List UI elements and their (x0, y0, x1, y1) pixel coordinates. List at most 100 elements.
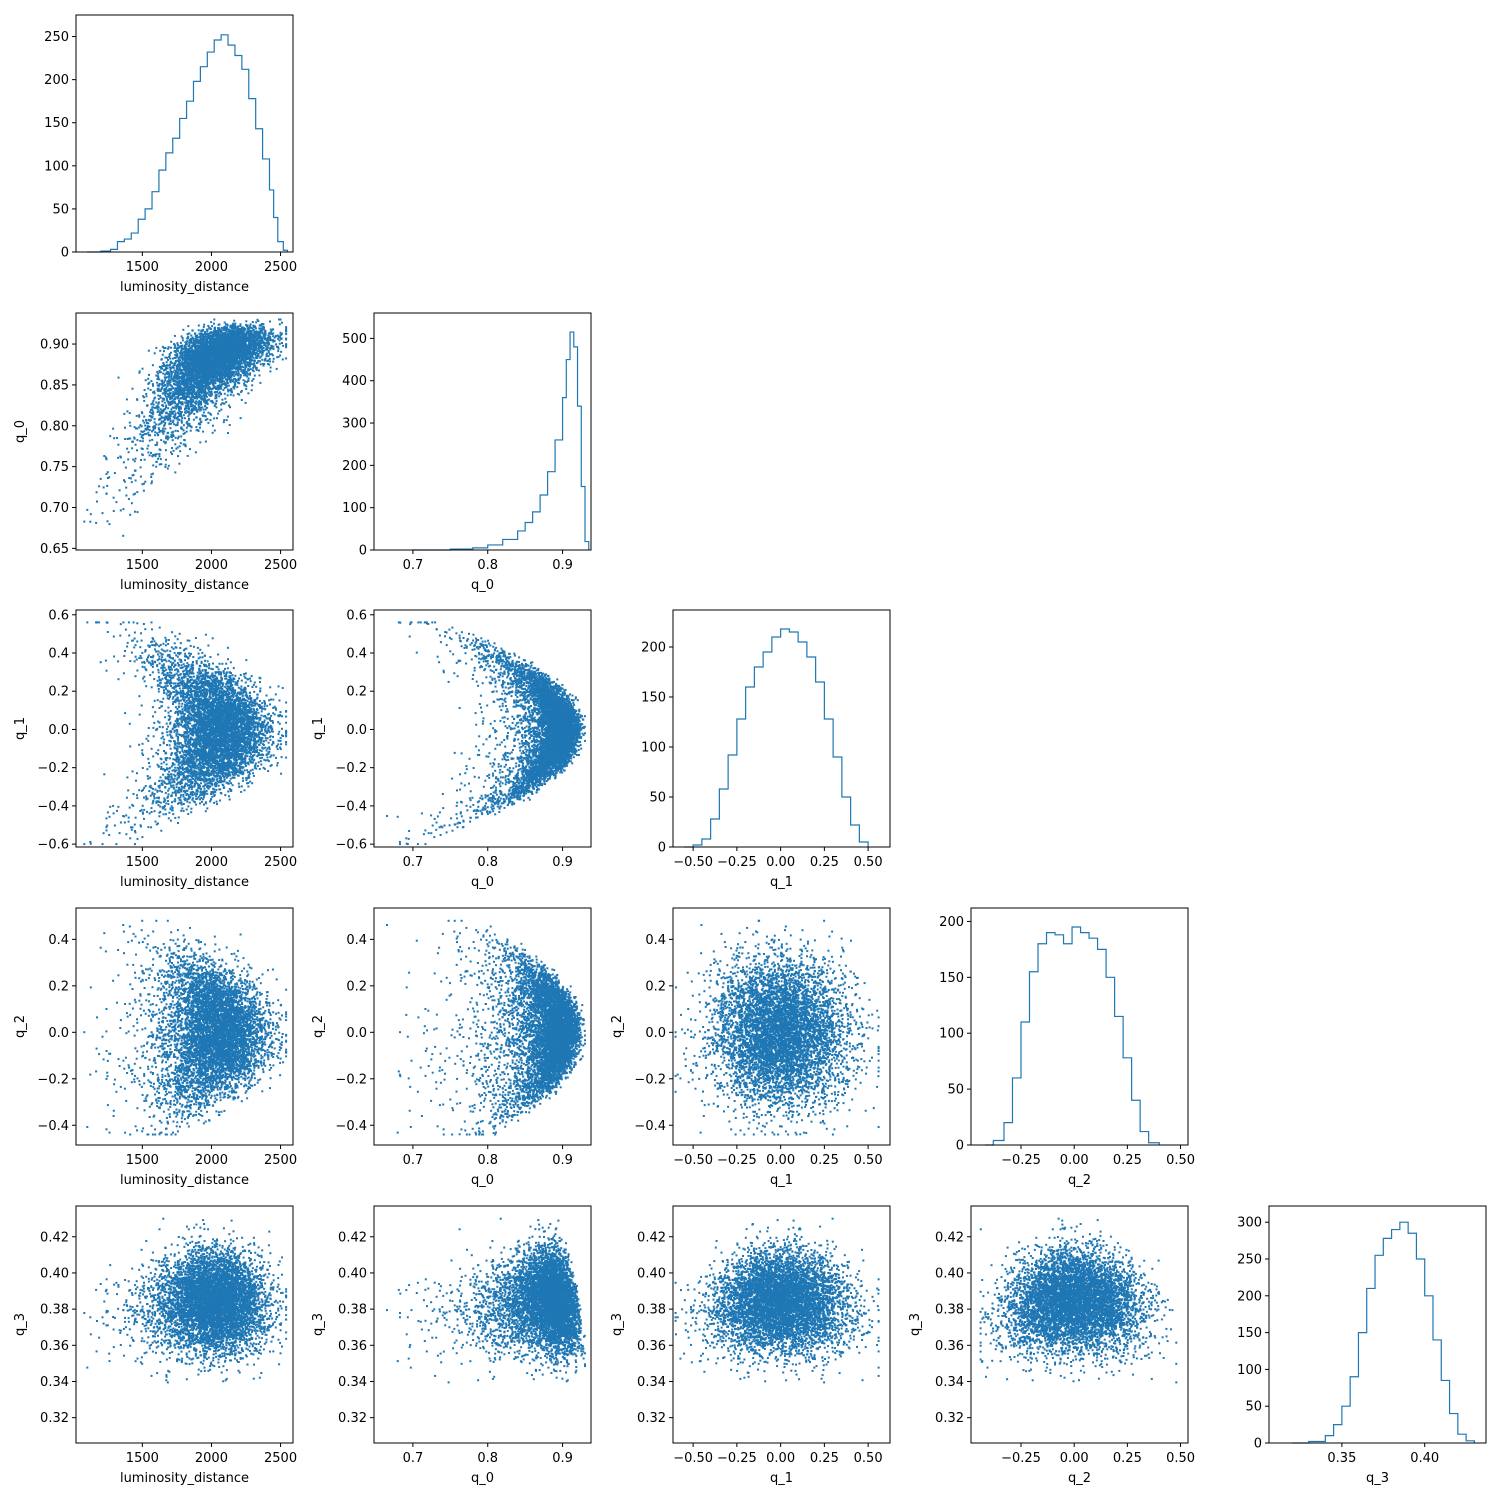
scatter-point (167, 468, 169, 470)
x-tick-label-h2-2: 0.00 (766, 855, 795, 870)
scatter-point (220, 409, 222, 411)
hist-y-tick-label-1-0: 0 (359, 544, 367, 559)
hist-y-tick-label-4-6: 300 (1237, 1216, 1262, 1231)
scatter-point (154, 418, 156, 420)
hist-y-tick-label-2-1: 50 (649, 791, 666, 806)
scatter-point (205, 441, 207, 443)
scatter-point (129, 514, 131, 516)
scatter-points-luminosity_distance-q_0 (83, 319, 287, 537)
scatter-point (102, 512, 104, 514)
x-axis-label-h3: q_2 (1068, 1173, 1091, 1188)
scatter-point (251, 389, 253, 391)
x-tick-label-h1-2: 0.9 (552, 558, 573, 573)
hist-frame-q_2 (971, 908, 1188, 1145)
x-tick-label-h1-1: 0.8 (477, 558, 498, 573)
hist-y-tick-label-4-0: 0 (1254, 1437, 1262, 1452)
hist-y-tick-label-1-2: 200 (342, 459, 367, 474)
hist-y-tick-label-0-3: 150 (44, 116, 69, 131)
hist-y-tick-label-2-2: 100 (641, 741, 666, 756)
scatter-point (125, 495, 127, 497)
hist-y-tick-label-3-4: 200 (939, 915, 964, 930)
scatter-point (147, 451, 149, 453)
x-tick-label-h0-2: 2500 (264, 260, 297, 275)
scatter-point (252, 325, 254, 327)
histogram-q_3 (1292, 1222, 1474, 1443)
scatter-point (137, 511, 139, 513)
x-tick-label-h0-1: 2000 (195, 260, 228, 275)
scatter-point (217, 413, 219, 415)
hist-y-tick-label-0-0: 0 (61, 246, 69, 261)
hist-y-tick-label-0-4: 200 (44, 73, 69, 88)
scatter-point (186, 340, 188, 342)
x-tick-label-h4-0: 0.35 (1327, 1451, 1356, 1466)
scatter-point (142, 368, 144, 370)
hist-y-tick-label-1-1: 100 (342, 501, 367, 516)
x-axis-label-h4: q_3 (1366, 1471, 1389, 1486)
scatter-point (170, 347, 172, 349)
hist-y-tick-label-1-4: 400 (342, 374, 367, 389)
histogram-q_1 (684, 629, 868, 847)
scatter-point (272, 361, 274, 363)
hist-y-tick-label-2-4: 200 (641, 641, 666, 656)
x-axis-label-h0: luminosity_distance (120, 280, 249, 295)
scatter-point (241, 399, 243, 401)
hist-y-tick-label-3-2: 100 (939, 1027, 964, 1042)
scatter-point (199, 427, 201, 429)
hist-y-tick-label-2-3: 150 (641, 691, 666, 706)
scatter-point (252, 321, 254, 323)
scatter-point (228, 385, 230, 387)
hist-y-tick-label-4-3: 150 (1237, 1326, 1262, 1341)
hist-y-tick-label-3-3: 150 (939, 971, 964, 986)
hist-frame-q_0 (374, 313, 591, 550)
scatter-point (213, 319, 215, 321)
scatter-point (190, 335, 192, 337)
scatter-point (96, 491, 98, 493)
x-axis-label-h1: q_0 (471, 578, 494, 593)
x-tick-label-h2-3: 0.25 (810, 855, 839, 870)
scatter-point (165, 449, 167, 451)
hist-y-tick-label-0-2: 100 (44, 159, 69, 174)
histogram-q_0 (413, 332, 589, 550)
x-axis-label-h2: q_1 (770, 875, 793, 890)
scatter-point (233, 375, 235, 377)
scatter-point (174, 335, 176, 337)
scatter-point (152, 400, 154, 402)
hist-y-tick-label-1-5: 500 (342, 332, 367, 347)
scatter-point (146, 395, 148, 397)
x-tick-label-h2-0: −0.50 (673, 855, 713, 870)
hist-y-tick-label-3-1: 50 (947, 1083, 964, 1098)
hist-frame-luminosity_distance (76, 15, 293, 252)
x-tick-label-h3-2: 0.25 (1113, 1153, 1142, 1168)
scatter-point (160, 458, 162, 460)
scatter-point (180, 342, 182, 344)
scatter-point (147, 388, 149, 390)
scatter-point (279, 343, 281, 345)
hist-y-tick-label-4-2: 100 (1237, 1363, 1262, 1378)
x-tick-label-h2-1: −0.25 (717, 855, 757, 870)
hist-y-tick-label-3-0: 0 (956, 1139, 964, 1154)
scatter-point (156, 382, 158, 384)
hist-y-tick-label-1-3: 300 (342, 417, 367, 432)
histogram-q_2 (985, 927, 1159, 1145)
hist-y-tick-label-0-1: 50 (52, 202, 69, 217)
scatter-point (107, 471, 109, 473)
x-tick-label-h3-0: −0.25 (1001, 1153, 1041, 1168)
x-tick-label-h3-1: 0.00 (1060, 1153, 1089, 1168)
hist-y-tick-label-4-1: 50 (1245, 1400, 1262, 1415)
hist-frame-q_1 (673, 610, 890, 847)
hist-y-tick-label-4-4: 200 (1237, 1289, 1262, 1304)
scatter-point (128, 451, 130, 453)
scatter-point (181, 417, 183, 419)
scatter-point (153, 404, 155, 406)
scatter-point (193, 419, 195, 421)
scatter-point (277, 350, 279, 352)
hist-y-tick-label-4-5: 250 (1237, 1252, 1262, 1267)
scatter-point (176, 342, 178, 344)
